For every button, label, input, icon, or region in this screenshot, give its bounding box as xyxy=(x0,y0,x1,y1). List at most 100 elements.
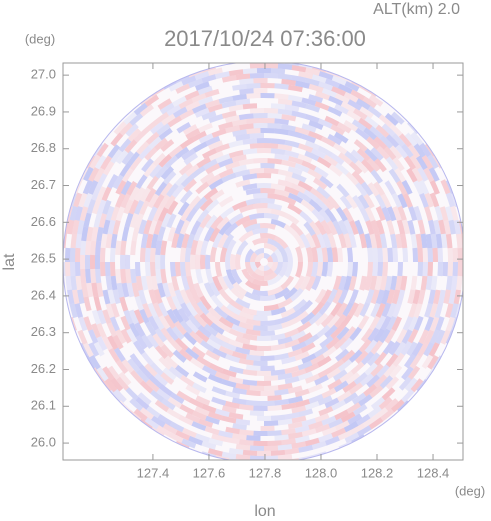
echo-cell xyxy=(95,240,102,256)
echo-cell xyxy=(110,206,120,221)
echo-cell xyxy=(80,240,87,256)
echo-cell xyxy=(311,246,318,262)
echo-cell xyxy=(256,173,272,179)
echo-cell xyxy=(363,383,378,397)
echo-cell xyxy=(241,268,255,283)
echo-cell xyxy=(264,143,279,149)
echo-cell xyxy=(210,322,225,335)
echo-cell xyxy=(410,233,418,249)
echo-cell xyxy=(93,167,105,183)
echo-cell xyxy=(314,220,327,236)
echo-cell xyxy=(185,302,198,317)
echo-cell xyxy=(410,275,418,291)
echo-cell xyxy=(412,247,418,262)
echo-cell xyxy=(215,153,231,164)
echo-cell xyxy=(252,325,268,332)
echo-cell xyxy=(188,435,203,446)
echo-cell xyxy=(102,219,111,235)
echo-cell xyxy=(284,338,300,349)
echo-cell xyxy=(307,168,323,180)
echo-cell xyxy=(424,316,434,332)
echo-cell xyxy=(232,164,247,173)
echo-cell xyxy=(331,75,347,86)
echo-cell xyxy=(194,107,210,118)
echo-cell xyxy=(208,150,224,162)
echo-cell xyxy=(192,410,207,421)
echo-cell xyxy=(420,233,428,249)
echo-cell xyxy=(84,254,91,270)
echo-cell xyxy=(340,101,356,113)
echo-cell xyxy=(300,312,315,325)
echo-cell xyxy=(107,219,116,235)
echo-cell xyxy=(154,373,168,387)
x-tick-label: 128.0 xyxy=(305,465,338,480)
echo-cell xyxy=(235,297,251,309)
echo-cell xyxy=(369,275,378,291)
echo-cell xyxy=(131,226,140,242)
echo-cell xyxy=(440,329,451,345)
echo-cell xyxy=(193,282,204,298)
echo-cell xyxy=(311,440,327,450)
echo-cell xyxy=(281,438,296,446)
echo-cell xyxy=(191,346,206,359)
echo-cell xyxy=(370,302,381,318)
echo-cell xyxy=(297,321,312,333)
echo-cell xyxy=(332,220,343,235)
echo-cell xyxy=(158,315,171,330)
echo-cell xyxy=(126,282,135,298)
echo-cell xyxy=(115,359,129,374)
echo-cell xyxy=(218,121,234,131)
echo-cell xyxy=(380,408,395,422)
echo-cell xyxy=(338,233,347,249)
echo-cell xyxy=(158,383,173,397)
echo-cell xyxy=(110,377,124,392)
echo-cell xyxy=(235,133,251,142)
echo-cell xyxy=(194,71,210,81)
echo-cell xyxy=(185,289,196,304)
echo-cell xyxy=(267,394,282,401)
echo-cell xyxy=(408,303,418,318)
echo-cell xyxy=(253,430,268,437)
echo-cell xyxy=(168,366,183,379)
echo-cell xyxy=(139,380,154,394)
echo-cell xyxy=(373,181,385,196)
echo-cell xyxy=(267,405,282,411)
echo-cell xyxy=(249,385,264,391)
echo-cell xyxy=(424,192,434,208)
echo-cell xyxy=(180,302,192,318)
echo-cell xyxy=(270,449,286,456)
echo-cell xyxy=(328,418,343,429)
echo-cell xyxy=(328,164,343,177)
echo-cell xyxy=(451,316,458,331)
echo-cell xyxy=(264,168,279,175)
echo-cell xyxy=(186,233,195,249)
echo-cell xyxy=(392,157,405,172)
echo-cell xyxy=(180,262,187,277)
echo-cell xyxy=(249,349,264,356)
echo-cell xyxy=(435,329,446,345)
echo-cell xyxy=(397,262,404,277)
echo-cell xyxy=(135,396,150,410)
echo-cell xyxy=(423,167,435,183)
echo-cell xyxy=(374,351,387,366)
echo-cell xyxy=(91,323,101,339)
echo-cell xyxy=(96,173,108,188)
echo-cell xyxy=(226,303,241,316)
echo-cell xyxy=(264,420,279,427)
echo-cell xyxy=(277,63,293,70)
echo-cell xyxy=(147,302,158,318)
echo-cell xyxy=(140,275,149,291)
echo-cell xyxy=(270,68,286,75)
echo-cell xyxy=(77,289,85,305)
echo-cell xyxy=(195,395,211,406)
echo-cell xyxy=(277,98,293,106)
echo-cell xyxy=(218,288,232,303)
echo-cell xyxy=(413,180,424,195)
echo-cell xyxy=(338,152,353,165)
echo-cell xyxy=(353,108,368,120)
echo-cell xyxy=(259,222,277,230)
echo-cell xyxy=(357,315,370,330)
echo-cell xyxy=(96,186,107,201)
echo-cell xyxy=(333,336,348,350)
echo-cell xyxy=(256,335,272,342)
